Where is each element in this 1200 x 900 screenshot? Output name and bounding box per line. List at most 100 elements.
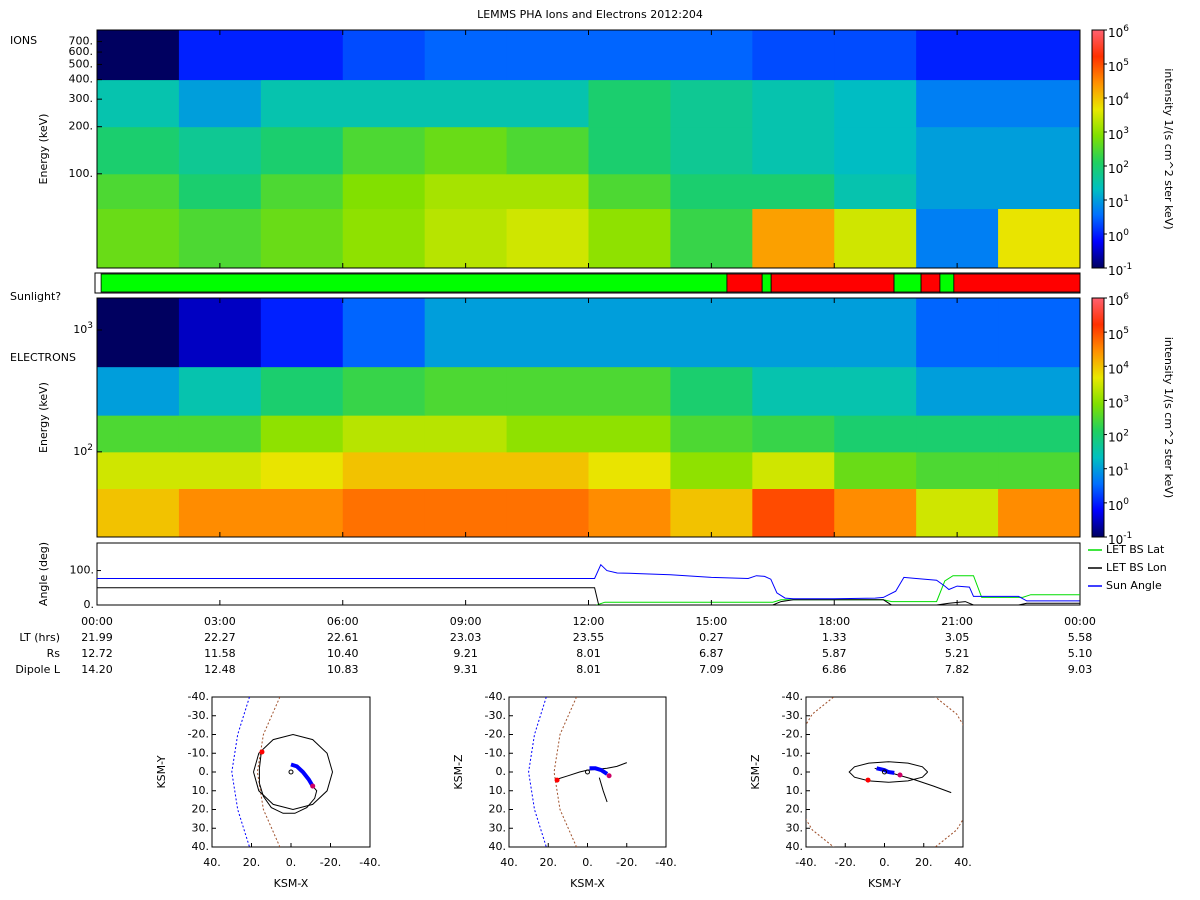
heatmap-cell <box>916 415 999 453</box>
ephemeris-value: 5.10 <box>1068 647 1093 660</box>
colorbar <box>1091 297 1105 538</box>
ephemeris-value: 12.48 <box>204 663 236 676</box>
y-tick-label: -20. <box>188 728 209 741</box>
colorbar-tick-label: 101 <box>1108 194 1129 210</box>
ephemeris-value: 7.09 <box>699 663 724 676</box>
y-tick-label: 500. <box>69 57 94 70</box>
ephemeris-value: 11.58 <box>204 647 236 660</box>
y-tick-label: -10. <box>188 746 209 759</box>
heatmap-cell <box>752 488 835 538</box>
heatmap-cell <box>670 451 753 490</box>
heatmap-cell <box>97 30 180 81</box>
x-tick-label: -40. <box>359 856 380 869</box>
heatmap-cell <box>506 30 589 81</box>
planet <box>882 769 887 775</box>
ephemeris-value: 22.27 <box>204 631 236 644</box>
ephemeris-value: 9.31 <box>453 663 478 676</box>
y-tick-label: 40. <box>489 840 507 853</box>
y-tick-label: 20. <box>786 803 804 816</box>
y-tick-label: 200. <box>69 120 94 133</box>
planet <box>585 769 590 775</box>
heatmap-cell <box>588 126 671 175</box>
heatmap-cell <box>916 451 999 490</box>
heatmap-cell <box>998 173 1081 210</box>
marker <box>259 749 265 755</box>
x-tick-label: 03:00 <box>204 615 236 628</box>
timeline-segment <box>761 273 772 293</box>
heatmap-cell <box>998 366 1081 416</box>
heatmap-cell <box>178 488 262 538</box>
trajectory <box>258 751 318 814</box>
ephemeris-value: 1.33 <box>822 631 847 644</box>
legend-label: LET BS Lon <box>1106 561 1167 574</box>
heatmap-cell <box>752 173 835 210</box>
x-tick-label: 40. <box>954 856 972 869</box>
heatmap-cell <box>506 366 589 416</box>
heatmap-cell <box>506 126 589 175</box>
heatmap-cell <box>506 488 589 538</box>
legend-label: Sun Angle <box>1106 579 1162 592</box>
heatmap-cell <box>834 30 917 81</box>
heatmap-cell <box>260 126 344 175</box>
x-tick-label: 15:00 <box>696 615 728 628</box>
trajectory <box>253 733 334 811</box>
heatmap-cell <box>670 173 753 210</box>
heatmap-cell <box>178 79 262 128</box>
heatmap-cell <box>424 126 508 175</box>
heatmap-cell <box>588 79 671 128</box>
heatmap-cell <box>342 126 426 175</box>
heatmap-cell <box>506 173 589 210</box>
heatmap-cell <box>178 30 262 81</box>
heatmap-cell <box>178 298 262 368</box>
ephemeris-value: 6.86 <box>822 663 847 676</box>
x-tick-label: 40. <box>203 856 221 869</box>
heatmap-cell <box>97 126 180 175</box>
ephemeris-value: 6.87 <box>699 647 724 660</box>
ephemeris-row-label: Dipole L <box>15 663 61 676</box>
y-axis-label: KSM-Y <box>155 755 168 788</box>
heatmap-cell <box>588 488 671 538</box>
y-tick-label: -30. <box>485 709 506 722</box>
heatmap-cell <box>588 366 671 416</box>
ephemeris-value: 10.83 <box>327 663 359 676</box>
heatmap-cell <box>834 79 917 128</box>
x-tick-label: -20. <box>835 856 856 869</box>
heatmap-cell <box>424 415 508 453</box>
colorbar-tick-label: 106 <box>1108 292 1129 308</box>
y-tick-label: -20. <box>782 728 803 741</box>
heatmap-cell <box>424 366 508 416</box>
y-tick-label: 0. <box>84 598 95 611</box>
ephemeris-value: 9.03 <box>1068 663 1093 676</box>
heatmap-cell <box>342 451 426 490</box>
heatmap-cell <box>670 208 753 269</box>
y-tick-label: 30. <box>786 821 804 834</box>
y-tick-label: 100. <box>69 167 94 180</box>
heatmap-cell <box>178 173 262 210</box>
y-tick-label: 10. <box>192 784 210 797</box>
heatmap-cell <box>97 79 180 128</box>
heatmap-cell <box>97 415 180 453</box>
heatmap-cell <box>998 126 1081 175</box>
series-line <box>596 575 1080 605</box>
heatmap-cell <box>998 451 1081 490</box>
heatmap-cell <box>424 208 508 269</box>
marker <box>606 773 612 779</box>
x-tick-label: -40. <box>795 856 816 869</box>
plot-frame <box>508 696 667 848</box>
x-axis-label: KSM-X <box>570 877 605 890</box>
y-tick-label: 400. <box>69 73 94 86</box>
trajectory <box>589 766 609 776</box>
heatmap-cell <box>752 366 835 416</box>
colorbar-tick-label: 10-1 <box>1108 531 1132 547</box>
y-tick-label: 10. <box>489 784 507 797</box>
heatmap-cell <box>998 415 1081 453</box>
heatmap-cell <box>342 488 426 538</box>
heatmap-cell <box>834 208 917 269</box>
ephemeris-value: 5.87 <box>822 647 847 660</box>
heatmap-cell <box>834 488 917 538</box>
y-tick-label: 40. <box>786 840 804 853</box>
heatmap-cell <box>752 415 835 453</box>
heatmap-cell <box>260 366 344 416</box>
trajectory <box>290 762 315 788</box>
